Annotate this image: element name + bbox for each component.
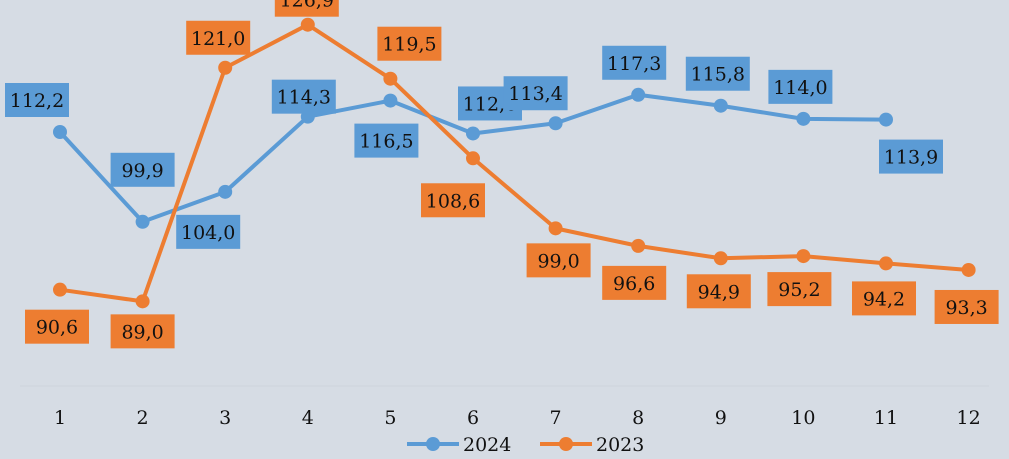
legend-item-2023: 2023: [540, 434, 644, 456]
legend-marker: [426, 437, 440, 451]
data-point: [135, 294, 150, 309]
data-point: [631, 87, 646, 102]
data-point: [383, 93, 398, 108]
data-label: 93,3: [945, 297, 987, 319]
data-label: 117,3: [607, 53, 661, 75]
legend-label: 2024: [463, 434, 511, 456]
data-point: [961, 262, 976, 277]
x-tick-label: 11: [874, 407, 898, 429]
data-label-box: [176, 214, 241, 249]
data-label-box: [274, 0, 339, 17]
data-point: [796, 249, 811, 264]
data-label-box: [421, 183, 485, 218]
data-label: 121,0: [191, 28, 245, 50]
legend-label: 2023: [596, 434, 644, 456]
data-point: [135, 214, 150, 229]
legend: 2024 2023: [407, 434, 644, 456]
data-label-box: [602, 265, 667, 300]
data-point: [713, 98, 728, 113]
x-tick-label: 12: [957, 407, 981, 429]
data-label-box: [879, 139, 943, 174]
data-point: [466, 151, 480, 166]
data-point: [548, 116, 563, 131]
data-point: [218, 60, 233, 75]
data-labels-2023: 90,6 89,0 121,0 126,9 119,5 108,6 99,0 96,6 94,9…: [25, 0, 999, 349]
series-2024: [53, 87, 893, 229]
data-label: 114,3: [277, 87, 331, 109]
data-label: 126,9: [280, 0, 334, 12]
series-2023: [53, 17, 976, 309]
x-tick-label: 7: [550, 407, 562, 429]
data-point: [631, 238, 646, 253]
x-tick-label: 2: [137, 407, 149, 429]
data-label: 108,6: [426, 190, 480, 212]
data-label-box: [271, 79, 336, 114]
data-label: 90,6: [36, 317, 78, 339]
data-point: [53, 282, 67, 297]
data-point: [713, 251, 728, 266]
data-label-box: [852, 281, 916, 316]
data-label: 119,5: [382, 34, 436, 56]
data-label-box: [110, 314, 175, 349]
data-label-box: [110, 152, 175, 187]
data-label: 94,9: [698, 281, 740, 303]
x-tick-label: 9: [715, 407, 727, 429]
data-label: 89,0: [121, 321, 163, 343]
data-point: [300, 17, 315, 32]
data-label: 112,2: [10, 90, 64, 112]
data-point: [796, 111, 811, 126]
series-line-2023: [59, 22, 969, 304]
data-label-box: [686, 274, 751, 309]
data-label-box: [503, 76, 568, 111]
data-label-box: [186, 20, 251, 55]
x-tick-label: 6: [467, 407, 479, 429]
data-label: 104,0: [181, 222, 235, 244]
data-label-box: [768, 69, 833, 104]
data-label-box: [25, 309, 89, 344]
legend-item-2024: 2024: [407, 434, 511, 456]
data-label-box: [685, 56, 750, 91]
data-point: [466, 126, 480, 141]
data-label: 96,6: [613, 273, 655, 295]
data-label: 115,8: [691, 64, 745, 86]
data-point: [218, 184, 233, 199]
data-label-box: [377, 26, 442, 61]
data-label: 116,5: [359, 131, 413, 153]
data-label: 113,4: [508, 83, 562, 105]
data-point: [879, 112, 893, 127]
x-tick-label: 8: [632, 407, 644, 429]
data-label-box: [526, 243, 591, 278]
data-label-box: [602, 45, 667, 80]
data-label: 99,0: [537, 250, 579, 272]
data-point: [548, 221, 563, 236]
data-label: 95,2: [778, 279, 820, 301]
data-label: 94,2: [863, 288, 905, 310]
data-label-box: [354, 123, 419, 158]
data-point: [383, 71, 398, 86]
data-label-box: [767, 272, 832, 307]
data-label-box: [5, 83, 69, 117]
x-tick-label: 4: [302, 407, 314, 429]
x-tick-label: 3: [219, 407, 231, 429]
data-label: 113,9: [884, 147, 938, 169]
x-tick-label: 5: [384, 407, 396, 429]
legend-marker: [559, 437, 573, 451]
x-tick-label: 10: [791, 407, 815, 429]
data-label: 99,9: [121, 160, 163, 182]
data-point: [879, 256, 893, 271]
data-label-box: [934, 289, 999, 324]
data-point: [53, 125, 67, 139]
data-label: 114,0: [773, 77, 827, 99]
x-tick-label: 1: [54, 407, 66, 429]
